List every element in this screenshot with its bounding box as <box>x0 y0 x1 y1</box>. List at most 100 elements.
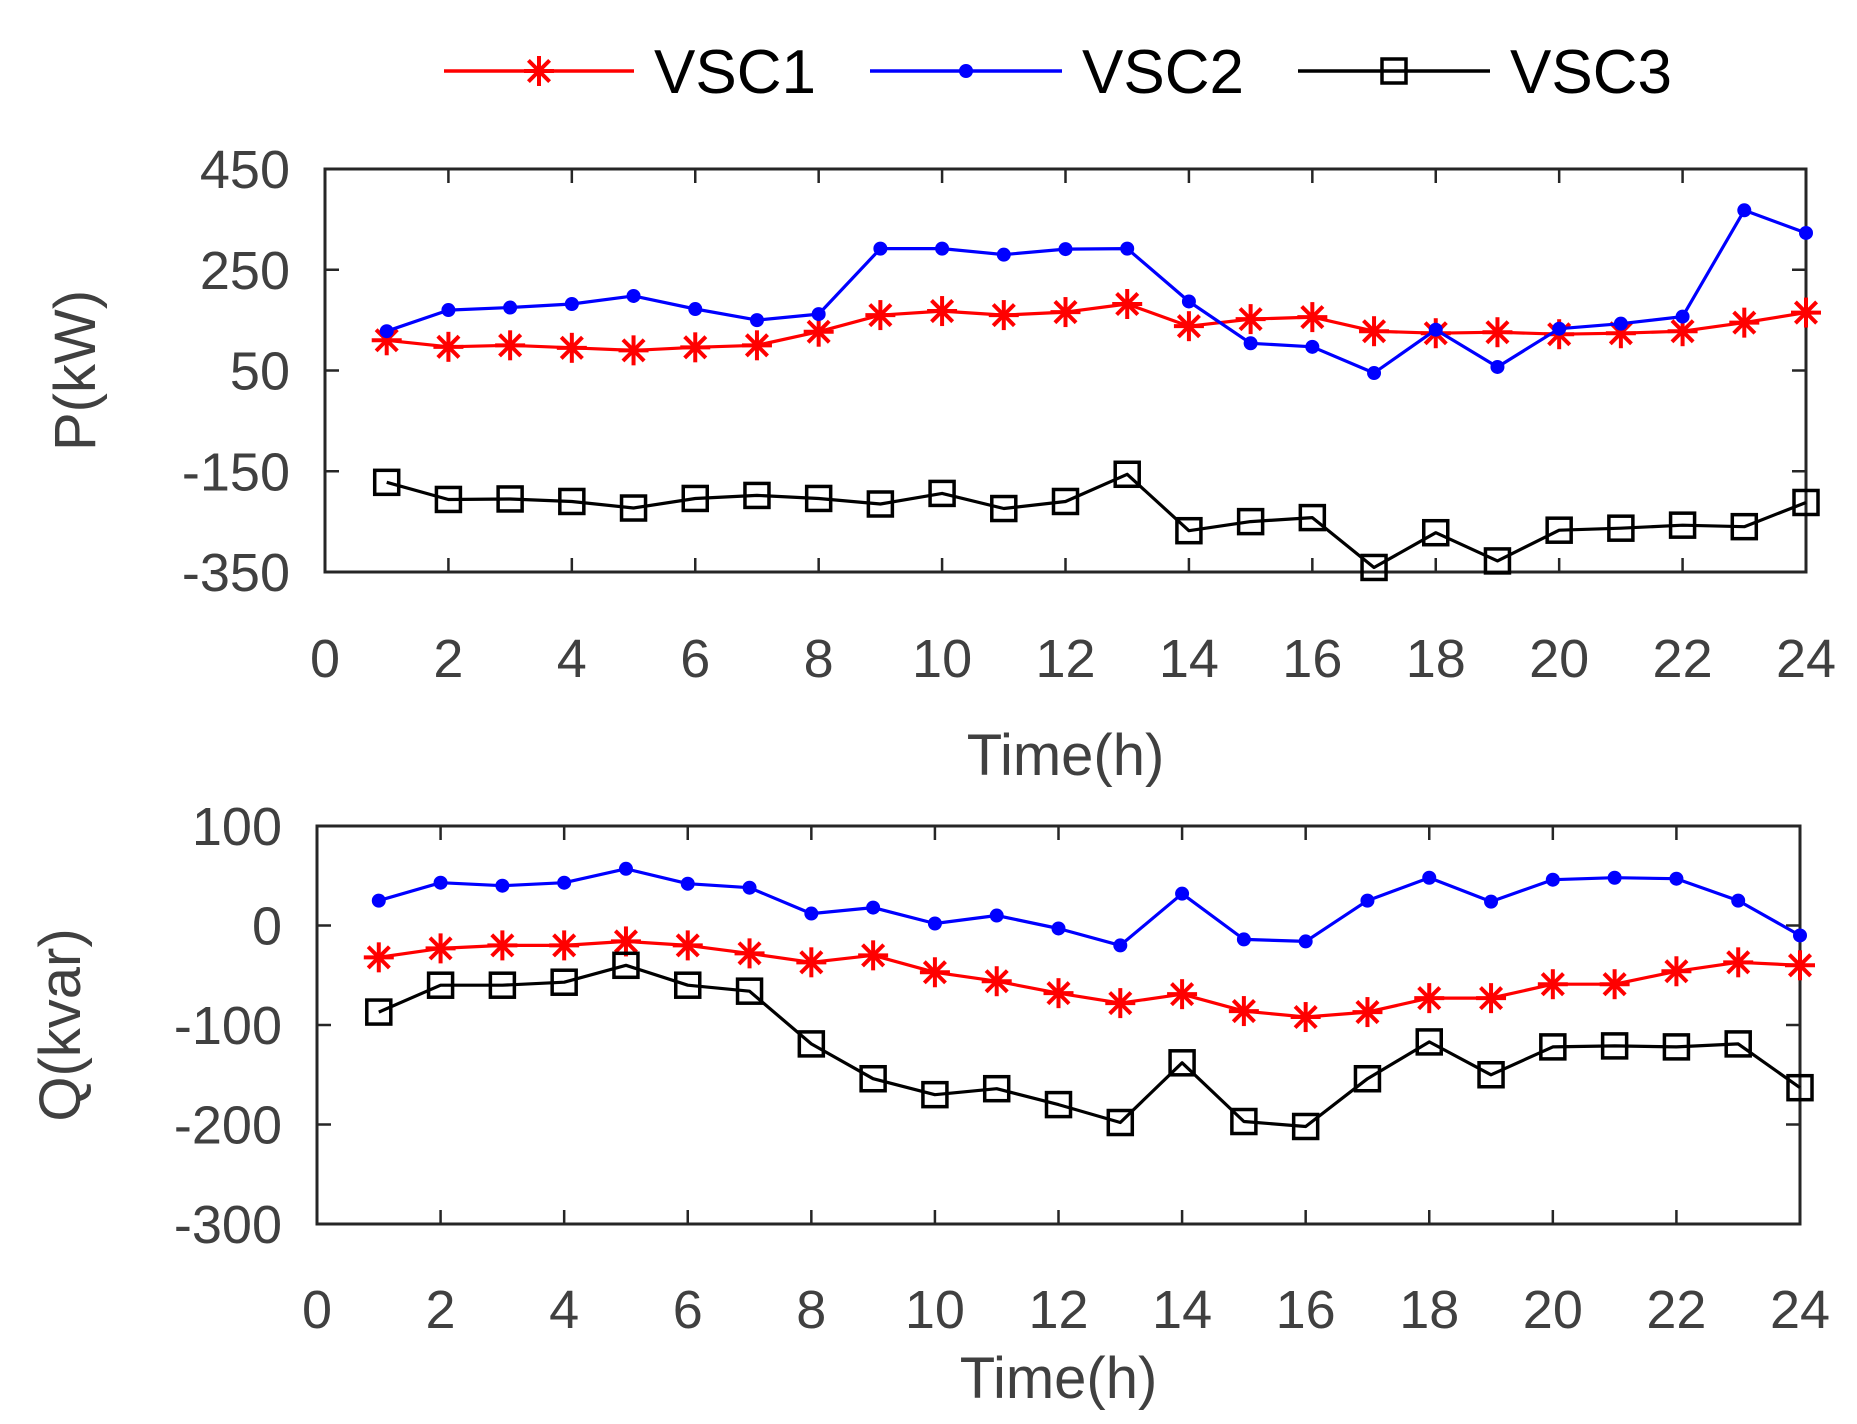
legend-marker <box>959 64 973 78</box>
y-axis-label: P(kW) <box>43 290 108 451</box>
y-tick-label: 250 <box>200 241 290 301</box>
data-point <box>1360 893 1375 908</box>
x-tick-label: 24 <box>1776 629 1836 689</box>
data-point <box>1230 1107 1258 1136</box>
x-tick-label: 12 <box>1028 1280 1088 1340</box>
data-point <box>1352 997 1383 1028</box>
series-vsc2 <box>379 203 1813 381</box>
data-point <box>1105 988 1136 1019</box>
data-point <box>1730 512 1759 541</box>
y-tick-label: -150 <box>182 442 290 502</box>
data-point <box>935 241 950 256</box>
data-point <box>495 878 510 893</box>
data-point <box>1607 870 1622 885</box>
data-point <box>503 300 518 315</box>
data-point <box>1298 503 1327 532</box>
data-point <box>550 968 578 996</box>
data-point <box>626 288 641 303</box>
x-tick-label: 2 <box>433 629 463 689</box>
data-point <box>681 484 709 513</box>
data-point <box>1422 870 1437 885</box>
data-point <box>1799 225 1813 240</box>
data-point <box>928 479 956 508</box>
chart-q: 0 2 4 6 8 10 12 14 16 18 20 22 24-300-200-1000100Tim… <box>28 797 1830 1411</box>
data-point <box>858 940 889 971</box>
data-point <box>811 307 826 322</box>
data-point <box>1599 969 1630 1000</box>
data-point <box>797 1030 826 1058</box>
y-tick-label: -200 <box>174 1096 282 1156</box>
series-line <box>378 963 1801 1129</box>
data-point <box>425 933 456 964</box>
series-vsc1 <box>371 289 1821 366</box>
series-line <box>386 208 1807 375</box>
data-point <box>1613 316 1628 331</box>
data-point <box>610 926 641 957</box>
x-axis-label: Time(h) <box>960 1346 1158 1411</box>
x-tick-label: 4 <box>557 629 587 689</box>
x-tick-label: 22 <box>1653 629 1713 689</box>
x-tick-label: 8 <box>804 629 834 689</box>
data-point <box>433 875 448 890</box>
data-point <box>1297 302 1328 333</box>
x-tick-label: 0 <box>310 629 340 689</box>
x-tick-label: 10 <box>912 629 972 689</box>
data-point <box>1106 1108 1135 1137</box>
x-tick-label: 14 <box>1152 1280 1212 1340</box>
x-tick-label: 6 <box>680 629 710 689</box>
data-point <box>1484 894 1499 909</box>
data-point <box>804 484 833 513</box>
data-point <box>672 930 703 961</box>
legend-label: VSC1 <box>654 38 816 107</box>
data-point <box>619 494 648 522</box>
y-tick-label: -100 <box>174 996 282 1056</box>
x-tick-label: 12 <box>1035 629 1095 689</box>
data-point <box>680 332 711 363</box>
data-point <box>1120 241 1135 256</box>
data-point <box>549 930 580 961</box>
data-point <box>558 487 586 516</box>
data-point <box>1477 1061 1505 1089</box>
data-point <box>1662 1033 1691 1061</box>
data-point <box>1290 1002 1321 1033</box>
y-tick-label: 0 <box>252 897 282 957</box>
series-line <box>378 939 1801 1019</box>
data-point <box>1360 553 1388 582</box>
data-point <box>1228 996 1259 1027</box>
data-point <box>1175 516 1203 545</box>
data-point <box>1537 969 1568 1000</box>
data-point <box>1737 203 1752 218</box>
data-point <box>990 494 1018 523</box>
data-point <box>1043 978 1074 1009</box>
y-tick-label: 50 <box>230 342 290 402</box>
data-point <box>1113 938 1128 953</box>
x-tick-label: 16 <box>1282 629 1342 689</box>
data-point <box>371 893 386 908</box>
data-point <box>735 977 764 1005</box>
data-point <box>556 332 587 363</box>
data-point <box>557 875 572 890</box>
x-tick-label: 6 <box>673 1280 703 1340</box>
data-point <box>1181 294 1196 309</box>
data-point <box>1791 297 1821 328</box>
chart-p: 0 2 4 6 8 10 12 14 16 18 20 22 24-350-15050250450Tim… <box>43 140 1836 788</box>
data-point <box>1236 932 1251 947</box>
data-point <box>1367 366 1382 381</box>
x-tick-label: 22 <box>1646 1280 1706 1340</box>
data-point <box>1173 311 1204 342</box>
data-point <box>989 908 1004 923</box>
x-tick-label: 8 <box>796 1280 826 1340</box>
data-point <box>1353 1064 1382 1093</box>
legend: VSC1 VSC2 VSC3 <box>444 38 1672 107</box>
series-vsc3 <box>372 460 1820 582</box>
data-point <box>1236 507 1265 536</box>
data-point <box>1167 979 1198 1010</box>
data-point <box>982 1074 1011 1103</box>
data-point <box>1661 956 1692 987</box>
data-point <box>363 942 394 973</box>
data-point <box>1482 317 1513 348</box>
data-point <box>1724 1030 1752 1058</box>
data-point <box>680 876 695 891</box>
data-point <box>1415 1028 1443 1056</box>
data-point <box>1490 359 1505 374</box>
